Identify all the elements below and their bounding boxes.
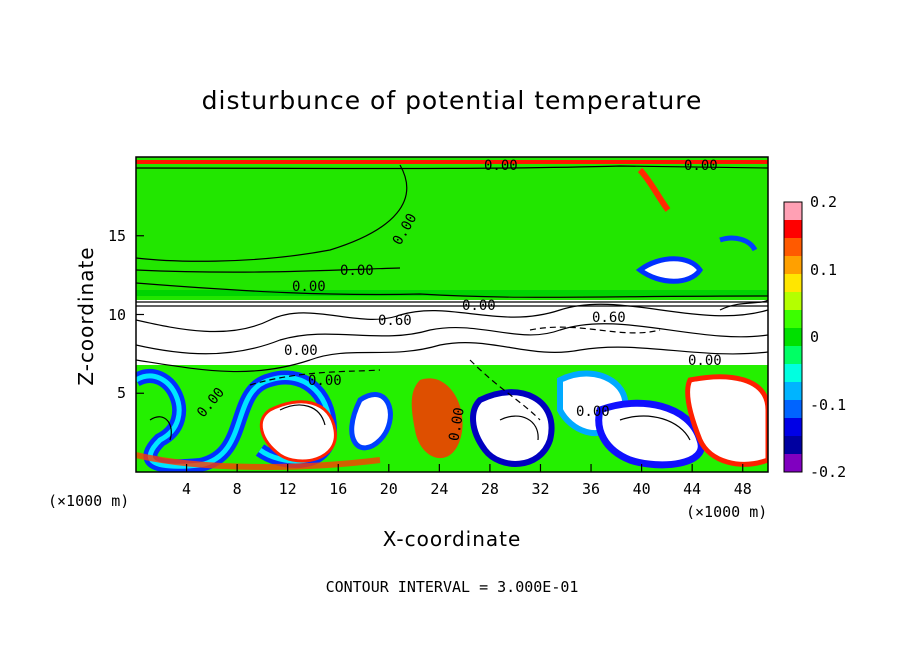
x-tick-marks xyxy=(185,464,744,472)
colorbar-swatch xyxy=(784,274,802,293)
x-tick-label: 24 xyxy=(430,480,449,498)
colorbar-swatch xyxy=(784,418,802,437)
contour-label: 0.00 xyxy=(446,406,468,442)
chart-title: disturbunce of potential temperature xyxy=(201,86,703,115)
colorbar-swatch xyxy=(784,202,802,221)
contour-label: 0.00 xyxy=(684,158,718,174)
x-tick-label: 4 xyxy=(182,480,192,498)
colorbar-swatch xyxy=(784,382,802,401)
x-tick-label: 36 xyxy=(582,480,601,498)
x-tick-label: 16 xyxy=(329,480,348,498)
contour-label: 0.00 xyxy=(292,279,326,295)
contour-label: 0.60 xyxy=(378,313,412,329)
x-tick-label: 48 xyxy=(733,480,752,498)
colorbar-swatch xyxy=(784,364,802,383)
colorbar-swatch xyxy=(784,310,802,329)
colorbar-tick-label: 0 xyxy=(810,328,820,346)
colorbar-tick-label: 0.2 xyxy=(810,193,838,211)
contour-label: 0.00 xyxy=(308,373,342,389)
contour-label: 0.00 xyxy=(284,343,318,359)
contour-label: 0.00 xyxy=(576,404,610,420)
x-tick-label: 20 xyxy=(379,480,398,498)
x-tick-label: 28 xyxy=(480,480,499,498)
contour-label: 0.00 xyxy=(462,298,496,314)
colorbar-swatch xyxy=(784,256,802,275)
x-tick-label: 40 xyxy=(632,480,651,498)
x-axis-label: X-coordinate xyxy=(382,527,522,551)
x-tick-label: 32 xyxy=(531,480,550,498)
colorbar-swatch xyxy=(784,238,802,257)
colorbar-tick-label: -0.2 xyxy=(810,463,847,481)
x-unit-label: (×1000 m) xyxy=(48,492,130,510)
y-tick-label: 15 xyxy=(107,226,126,245)
colorbar-swatch xyxy=(784,346,802,365)
colorbar-swatch xyxy=(784,454,802,473)
x-tick-label: 12 xyxy=(278,480,297,498)
colorbar-swatch xyxy=(784,220,802,239)
contour-labels: 0.00 0.00 0.00 0.00 0.00 0.00 0.00 0.00 … xyxy=(194,158,722,442)
colorbar-tick-label: 0.1 xyxy=(810,260,838,279)
x-tick-label: 44 xyxy=(683,480,702,498)
upper-green-region xyxy=(136,157,768,307)
contour-label: 0.00 xyxy=(688,353,722,369)
colorbar-swatch xyxy=(784,292,802,311)
y-tick-marks xyxy=(136,235,144,394)
contour-label: 0.00 xyxy=(340,263,374,279)
colorbar-swatch xyxy=(784,400,802,419)
y-tick-label: 10 xyxy=(107,305,126,324)
contour-lines xyxy=(136,164,768,441)
colorbar-swatch xyxy=(784,436,802,455)
colorbar xyxy=(784,202,802,473)
colorbar-frame xyxy=(783,201,803,473)
y-axis-label: Z-coordinate xyxy=(74,246,98,386)
colorbar-tick-label: -0.1 xyxy=(810,395,847,414)
contour-interval-note: CONTOUR INTERVAL = 3.000E-01 xyxy=(325,578,579,596)
contour-label: 0.60 xyxy=(592,310,626,326)
field-layer xyxy=(136,157,768,472)
contour-label: 0.00 xyxy=(484,158,518,174)
y-tick-label: 5 xyxy=(116,384,126,403)
colorbar-swatch xyxy=(784,328,802,347)
mid-turbulent-region xyxy=(136,300,768,375)
x-tick-label: 8 xyxy=(232,480,242,498)
x-unit-label-right: (×1000 m) xyxy=(686,503,768,521)
